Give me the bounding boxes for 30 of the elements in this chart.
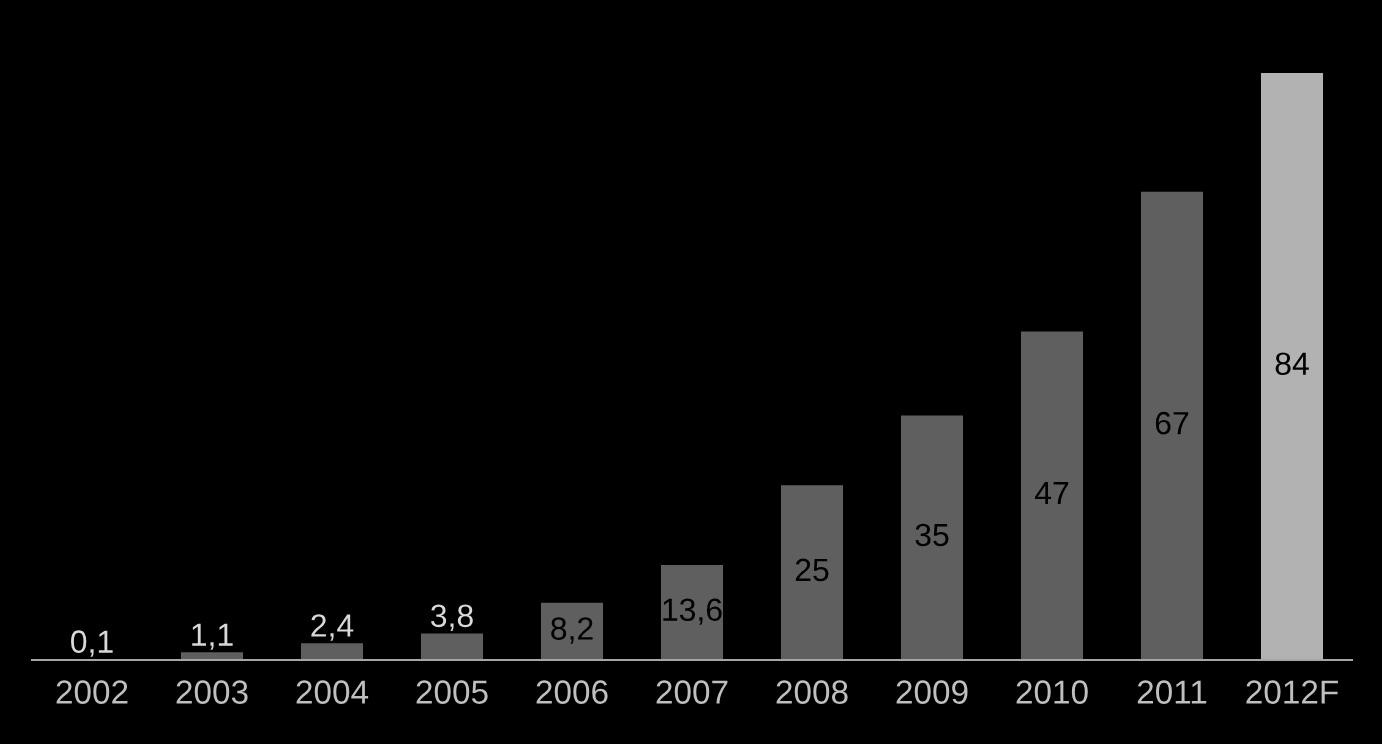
bar <box>660 564 724 660</box>
data-label: 0,1 <box>71 630 113 657</box>
data-label: 47 <box>1034 482 1069 505</box>
x-tick-label: 2011 <box>1137 680 1207 704</box>
bar <box>180 652 244 660</box>
data-label: 1,1 <box>192 623 233 650</box>
data-label: 84 <box>1275 352 1309 376</box>
data-label: 3,8 <box>431 604 473 631</box>
bar <box>1140 191 1204 660</box>
x-tick-label: 2003 <box>176 680 248 704</box>
x-tick-label: 2005 <box>416 680 488 704</box>
x-tick-label: 2007 <box>656 680 728 704</box>
data-label: 13,6 <box>663 598 722 625</box>
x-tick-label: 2002 <box>56 680 128 704</box>
x-tick-label: 2004 <box>296 680 369 704</box>
x-tick-label: 2009 <box>896 680 968 704</box>
data-label: 67 <box>1155 411 1189 435</box>
bar <box>780 485 844 660</box>
data-label: 25 <box>795 558 829 582</box>
x-tick-label: 2008 <box>776 680 848 704</box>
bar <box>300 643 364 660</box>
data-label: 35 <box>915 523 949 547</box>
data-label: 2,4 <box>311 614 354 641</box>
x-tick-label: 2012F <box>1246 680 1338 704</box>
bar <box>420 633 484 660</box>
bar <box>1020 331 1084 660</box>
data-label: 8,2 <box>551 617 593 644</box>
bar <box>900 415 964 660</box>
x-tick-label: 2006 <box>536 680 608 704</box>
x-tick-label: 2010 <box>1016 680 1088 704</box>
